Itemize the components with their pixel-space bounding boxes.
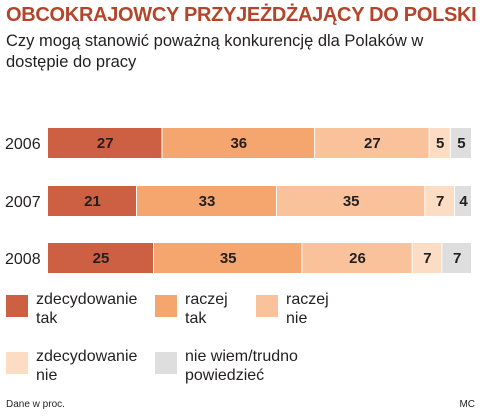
legend-label-line1: raczej — [286, 291, 329, 308]
data-label-2008-s2: 26 — [349, 250, 366, 267]
legend-label-line2: tak — [185, 310, 207, 327]
bar-segment-2006-s2 — [315, 128, 429, 158]
data-label-2006-s0: 27 — [97, 135, 114, 152]
data-label-2008-s1: 35 — [220, 250, 237, 267]
bar-segment-2008-s3 — [412, 243, 442, 273]
chart-title: OBCOKRAJOWCY PRZYJEŻDŻAJĄCY DO POLSKI — [6, 4, 477, 26]
chart-subtitle: Czy mogą stanowić poważną konkurencję dl… — [6, 32, 424, 71]
legend-label-line1: zdecydowanie — [36, 348, 138, 365]
legend-swatch — [256, 295, 278, 317]
legend-label-line1: raczej — [185, 291, 228, 308]
bar-segment-2007-s2 — [276, 186, 425, 216]
category-label-2008: 2008 — [5, 251, 41, 268]
data-label-2007-s3: 7 — [436, 193, 444, 210]
bar-segment-2006-s1 — [162, 128, 315, 158]
bar-segment-2007-s4 — [455, 186, 471, 216]
bar-segment-2006-s3 — [429, 128, 450, 158]
legend-item-zdecydowanie-tak: zdecydowanie tak — [6, 290, 137, 328]
data-unit-note: Dane w proc. — [6, 399, 65, 410]
legend-swatch — [155, 295, 177, 317]
legend-swatch — [6, 352, 28, 374]
legend-label-line1: zdecydowanie — [36, 291, 138, 308]
data-label-2006-s4: 5 — [457, 135, 465, 152]
data-label-2007-s4: 4 — [459, 193, 468, 210]
data-label-2007-s1: 33 — [199, 193, 216, 210]
legend-item-zdecydowanie-nie: zdecydowanie nie — [6, 347, 137, 385]
legend-item-raczej-nie: raczej nie — [256, 290, 329, 328]
data-label-2007-s0: 21 — [84, 193, 101, 210]
bar-segment-2006-s0 — [48, 128, 162, 158]
data-label-2006-s3: 5 — [436, 135, 444, 152]
legend-swatch — [155, 352, 177, 374]
bar-segment-2007-s3 — [425, 186, 455, 216]
legend-label-line2: powiedzieć — [185, 367, 265, 384]
legend-label-line2: tak — [36, 310, 58, 327]
data-label-2008-s0: 25 — [93, 250, 110, 267]
legend-label-line2: nie — [286, 310, 308, 327]
data-label-2006-s1: 36 — [230, 135, 247, 152]
legend-label-line2: nie — [36, 367, 58, 384]
data-label-2007-s2: 35 — [343, 193, 360, 210]
bar-segment-2007-s0 — [48, 186, 137, 216]
legend-label-line1: nie wiem/trudno — [185, 348, 298, 365]
legend-item-raczej-tak: raczej tak — [155, 290, 228, 328]
bar-segment-2008-s1 — [154, 243, 302, 273]
bar-segment-2007-s1 — [137, 186, 276, 216]
bar-segment-2008-s4 — [442, 243, 471, 273]
category-label-2007: 2007 — [5, 194, 41, 211]
category-label-2006: 2006 — [5, 136, 41, 153]
bar-segment-2006-s4 — [450, 128, 471, 158]
bar-segment-2008-s2 — [302, 243, 412, 273]
author-credit: MC — [459, 399, 475, 410]
data-label-2008-s3: 7 — [423, 250, 431, 267]
data-label-2008-s4: 7 — [453, 250, 461, 267]
legend-swatch — [6, 295, 28, 317]
data-label-2006-s2: 27 — [364, 135, 381, 152]
legend-item-nie-wiem: nie wiem/trudno powiedzieć — [155, 347, 298, 385]
bar-segment-2008-s0 — [48, 243, 153, 273]
